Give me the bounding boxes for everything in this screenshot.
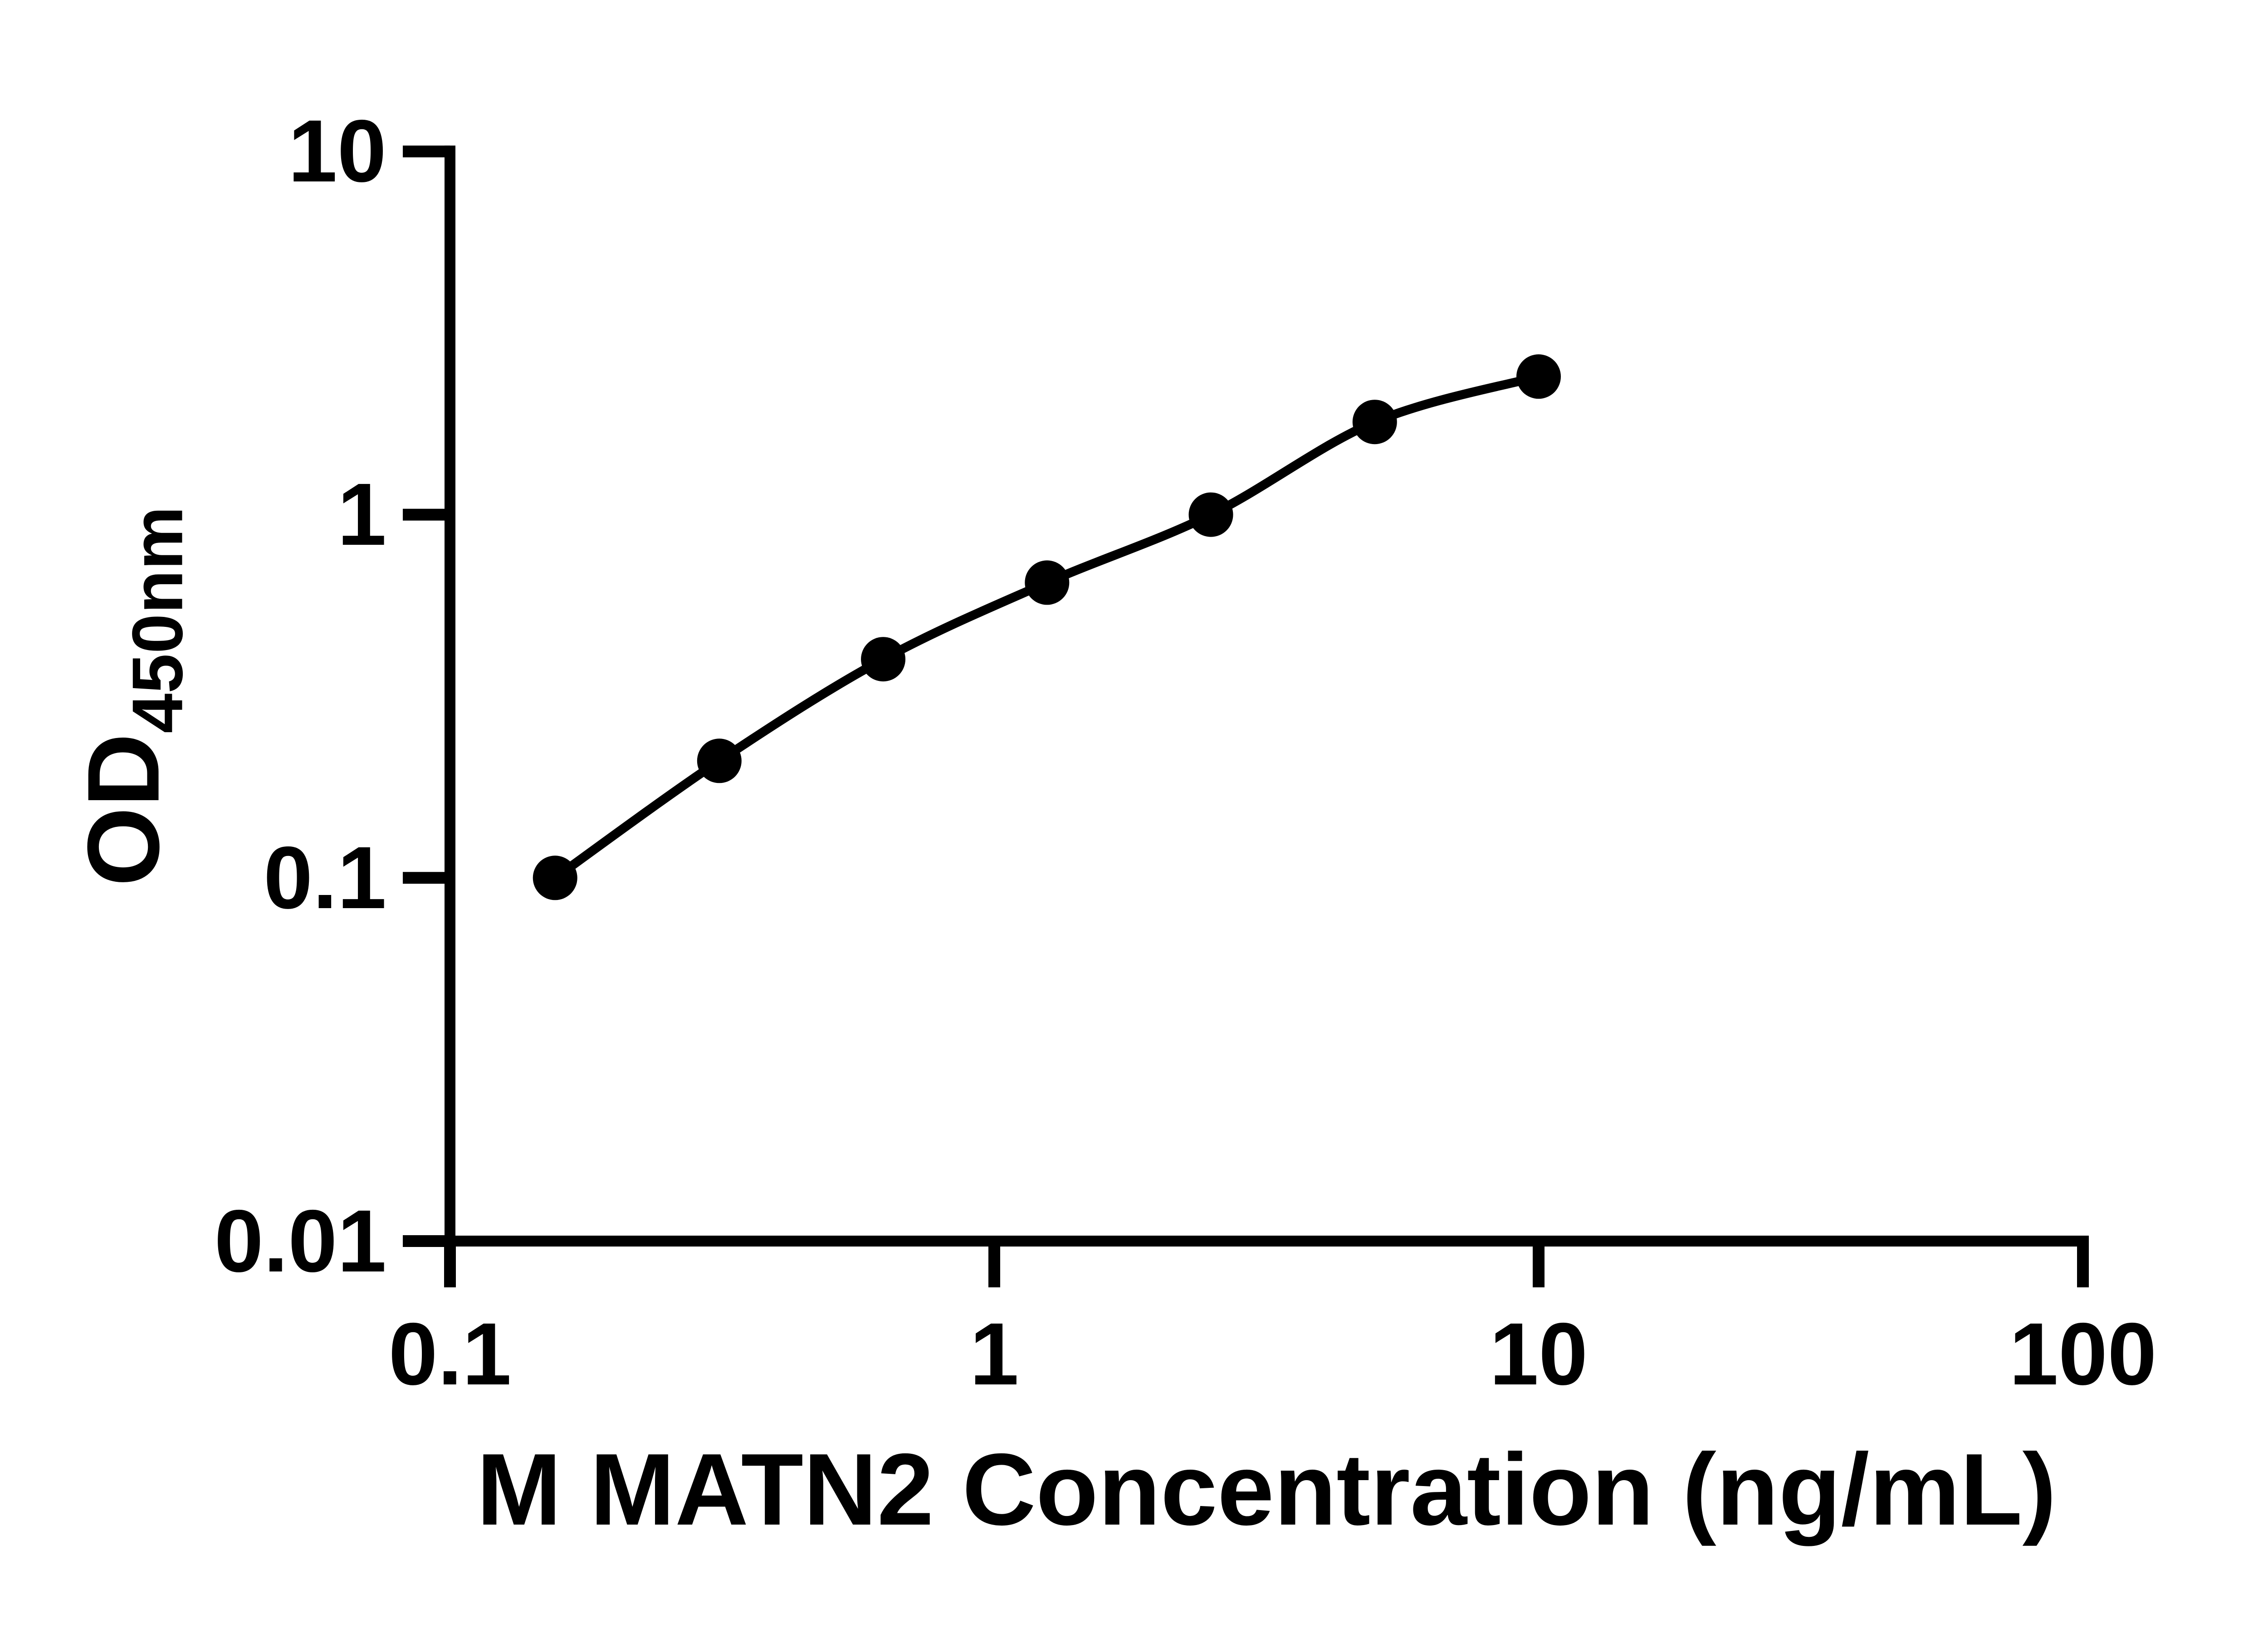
standard-curve-line (552, 372, 1540, 882)
data-point-5 (1352, 400, 1397, 445)
data-points (533, 354, 1561, 900)
x-tick-label-10: 10 (1489, 1305, 1588, 1403)
y-tick-label-0_1: 0.1 (263, 828, 386, 927)
data-point-0 (533, 856, 577, 900)
data-point-3 (1025, 560, 1070, 605)
y-tick-label-0_01: 0.01 (214, 1192, 386, 1291)
x-tick-label-100: 100 (2009, 1305, 2157, 1403)
data-point-1 (697, 738, 742, 783)
data-point-2 (861, 637, 906, 682)
y-axis-title: OD450nm (66, 506, 209, 886)
x-tick-label-0_1: 0.1 (388, 1305, 512, 1403)
y-tick-label-1: 1 (337, 465, 386, 564)
x-tick-label-1: 1 (969, 1305, 1019, 1403)
y-tick-label-10: 10 (288, 102, 386, 200)
y-axis-title-subscript: 450nm (117, 506, 198, 733)
data-point-4 (1188, 492, 1233, 537)
axes (403, 145, 2089, 1287)
fit-curve (552, 372, 1540, 882)
x-axis-title: M MATN2 Concentration (ng/mL) (476, 1432, 2057, 1546)
axis-ticks (403, 145, 2089, 1287)
data-point-6 (1516, 354, 1561, 399)
y-axis-title-base: OD (66, 733, 181, 887)
